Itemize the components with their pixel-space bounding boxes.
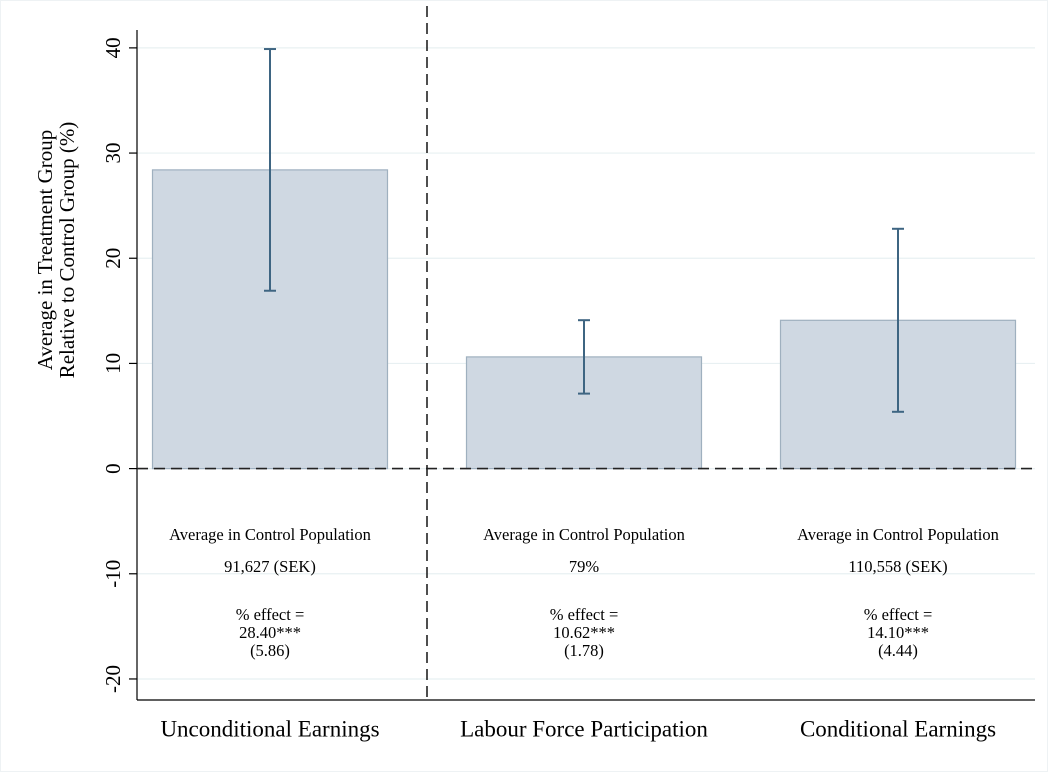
y-tick-label: 30	[101, 143, 125, 164]
y-tick-label: 40	[101, 37, 125, 58]
y-tick-label: -10	[101, 560, 125, 588]
effect-prefix: % effect =	[550, 605, 619, 624]
se-label: (4.44)	[878, 641, 918, 660]
effect-label: 10.62***	[553, 623, 615, 642]
x-tick-label: Conditional Earnings	[800, 716, 996, 741]
y-axis-label-line: Average in Treatment Group	[33, 130, 57, 370]
x-tick-label: Labour Force Participation	[460, 716, 708, 741]
y-axis-label: Average in Treatment Group Relative to C…	[33, 122, 79, 379]
y-tick-label: 20	[101, 248, 125, 269]
effect-prefix: % effect =	[864, 605, 933, 624]
effect-label: 14.10***	[867, 623, 929, 642]
y-tick-label: 0	[101, 463, 125, 474]
control-value: 91,627 (SEK)	[224, 557, 316, 576]
control-header: Average in Control Population	[797, 525, 999, 544]
y-tick-label: -20	[101, 665, 125, 693]
control-value: 79%	[569, 557, 600, 576]
control-header: Average in Control Population	[169, 525, 371, 544]
se-label: (5.86)	[250, 641, 290, 660]
control-value: 110,558 (SEK)	[848, 557, 947, 576]
y-tick-label: 10	[101, 353, 125, 374]
effect-prefix: % effect =	[236, 605, 305, 624]
control-header: Average in Control Population	[483, 525, 685, 544]
effect-label: 28.40***	[239, 623, 301, 642]
se-label: (1.78)	[564, 641, 604, 660]
x-tick-label: Unconditional Earnings	[160, 716, 379, 741]
y-axis-label-line: Relative to Control Group (%)	[55, 122, 79, 379]
